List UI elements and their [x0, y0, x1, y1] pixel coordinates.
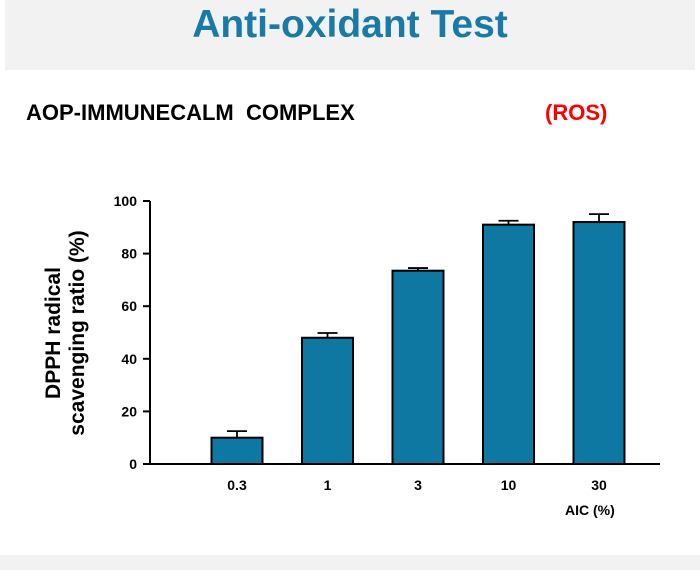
y-tick-label: 0 [129, 456, 137, 472]
footer-band [0, 555, 700, 570]
y-tick-label: 100 [114, 193, 138, 209]
y-axis-label-line-2: scavenging ratio (%) [66, 230, 89, 436]
x-tick-label: 1 [324, 477, 332, 493]
x-axis-label: AIC (%) [565, 502, 615, 518]
y-tick-label: 40 [121, 351, 137, 367]
y-axis-label: DPPH radical scavenging ratio (%) [42, 230, 90, 435]
ros-tag: (ROS) [545, 100, 608, 125]
x-tick-label: 10 [501, 477, 517, 493]
x-tick-label: 30 [591, 477, 607, 493]
y-tick-label: 60 [121, 298, 137, 314]
page-title: Anti-oxidant Test [192, 3, 508, 46]
bar [210, 436, 264, 466]
bar [301, 336, 354, 466]
bar [572, 221, 626, 465]
x-tick-label: 0.3 [227, 477, 247, 493]
chart-subtitle: AOP-IMMUNECALM COMPLEX [26, 100, 355, 125]
bar [391, 269, 445, 465]
y-axis-label-line-1: DPPH radical [42, 267, 65, 399]
y-tick-label: 80 [121, 246, 137, 262]
header-band [5, 0, 695, 70]
bar [482, 223, 535, 465]
y-tick-label: 20 [121, 403, 137, 419]
x-tick-label: 3 [414, 477, 422, 493]
